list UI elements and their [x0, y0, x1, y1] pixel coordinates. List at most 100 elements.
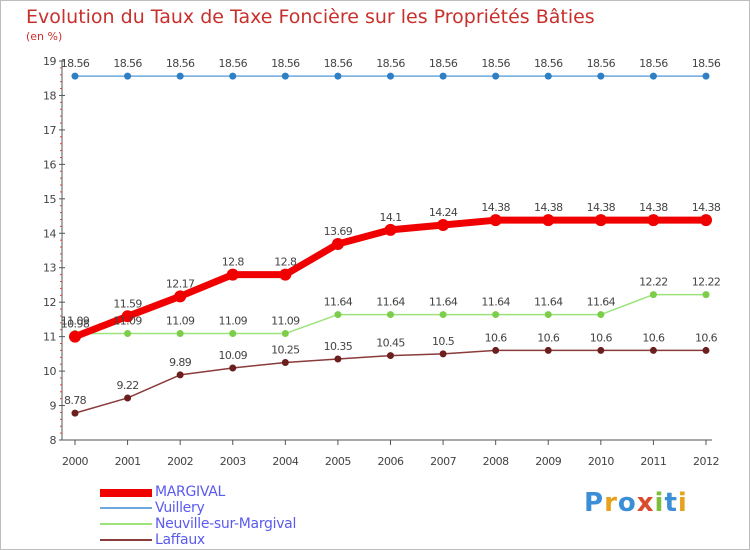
data-label: 12.22 — [692, 276, 721, 289]
chart-subtitle: (en %) — [26, 30, 63, 43]
data-point — [229, 364, 237, 372]
data-label: 11.64 — [429, 296, 458, 309]
data-point — [71, 409, 79, 417]
x-tick-label: 2009 — [535, 455, 561, 468]
data-label: 11.09 — [113, 315, 142, 328]
legend-swatch-neuville — [100, 523, 152, 525]
data-label: 10.98 — [61, 318, 90, 331]
data-point — [647, 214, 660, 227]
y-tick-label: 11 — [43, 331, 56, 344]
x-tick-label: 2012 — [693, 455, 719, 468]
data-label: 10.45 — [376, 337, 405, 350]
legend-swatch-vuillery — [100, 507, 152, 509]
x-tick-label: 2002 — [167, 455, 193, 468]
data-label: 14.38 — [534, 201, 563, 214]
data-label: 9.22 — [117, 379, 139, 392]
data-point — [387, 352, 394, 360]
data-label: 11.09 — [166, 315, 195, 328]
data-label: 14.38 — [692, 201, 721, 214]
data-label: 11.64 — [324, 296, 353, 309]
data-point — [281, 358, 289, 366]
x-tick-label: 2005 — [325, 455, 351, 468]
data-point — [174, 290, 187, 303]
data-point — [439, 311, 447, 319]
data-point — [124, 330, 132, 338]
data-label: 10.09 — [219, 349, 248, 362]
data-point — [229, 72, 237, 80]
y-tick-label: 9 — [50, 400, 57, 413]
data-label: 18.56 — [113, 57, 142, 70]
y-tick-label: 8 — [50, 434, 57, 447]
y-tick-label: 19 — [43, 55, 56, 68]
data-label: 11.64 — [376, 296, 405, 309]
data-label: 9.89 — [169, 356, 192, 369]
y-tick-label: 18 — [43, 89, 56, 102]
data-point — [702, 346, 710, 354]
x-tick-label: 2000 — [62, 455, 88, 468]
data-point — [439, 72, 447, 80]
data-point — [542, 214, 555, 227]
data-label: 10.6 — [642, 331, 665, 344]
data-label: 11.09 — [219, 315, 248, 328]
data-label: 18.56 — [219, 57, 248, 70]
data-point — [176, 72, 184, 80]
data-point — [597, 72, 605, 80]
legend-label-laffaux: Laffaux — [155, 532, 205, 548]
data-label: 12.8 — [274, 256, 297, 269]
legend-label-margival: MARGIVAL — [155, 484, 226, 500]
data-label: 12.22 — [639, 276, 668, 289]
data-label: 18.56 — [166, 57, 195, 70]
data-point — [69, 330, 81, 343]
y-tick-label: 16 — [43, 158, 56, 171]
legend-label-neuville: Neuville-sur-Margival — [155, 516, 297, 532]
data-point — [384, 223, 397, 236]
data-point — [229, 330, 237, 338]
data-point — [649, 72, 657, 80]
data-label: 18.56 — [587, 57, 616, 70]
data-label: 14.38 — [587, 201, 616, 214]
y-tick-label: 12 — [43, 296, 56, 309]
legend-swatch-margival — [100, 489, 152, 497]
data-point — [176, 330, 184, 338]
data-point — [492, 346, 500, 354]
data-point — [124, 394, 132, 402]
data-point — [71, 72, 79, 80]
y-tick-label: 10 — [43, 365, 56, 378]
data-label: 10.6 — [695, 331, 718, 344]
data-label: 11.09 — [271, 315, 300, 328]
data-point — [176, 371, 184, 379]
data-label: 18.56 — [692, 57, 721, 70]
data-label: 18.56 — [534, 57, 563, 70]
data-label: 10.25 — [271, 343, 300, 356]
data-point — [387, 72, 394, 80]
x-tick-label: 2006 — [378, 455, 404, 468]
x-tick-label: 2001 — [115, 455, 141, 468]
data-point — [387, 311, 394, 319]
data-label: 11.09 — [61, 315, 90, 328]
chart-title: Evolution du Taux de Taxe Foncière sur l… — [26, 6, 595, 28]
data-label: 18.56 — [376, 57, 405, 70]
data-point — [702, 72, 710, 80]
data-label: 11.64 — [481, 296, 510, 309]
data-point — [544, 311, 552, 319]
data-point — [702, 291, 710, 299]
legend-label-vuillery: Vuillery — [155, 500, 205, 516]
data-point — [334, 72, 342, 80]
y-tick-label: 17 — [43, 124, 56, 137]
data-label: 10.6 — [485, 331, 508, 344]
data-label: 14.38 — [481, 201, 510, 214]
x-tick-label: 2011 — [640, 455, 666, 468]
data-point — [437, 219, 450, 232]
data-point — [124, 72, 132, 80]
data-point — [700, 214, 712, 227]
data-label: 10.6 — [590, 331, 613, 344]
data-point — [331, 237, 344, 250]
data-label: 14.38 — [639, 201, 668, 214]
data-point — [226, 268, 239, 281]
data-point — [649, 346, 657, 354]
data-label: 18.56 — [271, 57, 300, 70]
data-label: 10.5 — [432, 335, 455, 348]
data-label: 10.6 — [537, 331, 560, 344]
data-point — [544, 346, 552, 354]
